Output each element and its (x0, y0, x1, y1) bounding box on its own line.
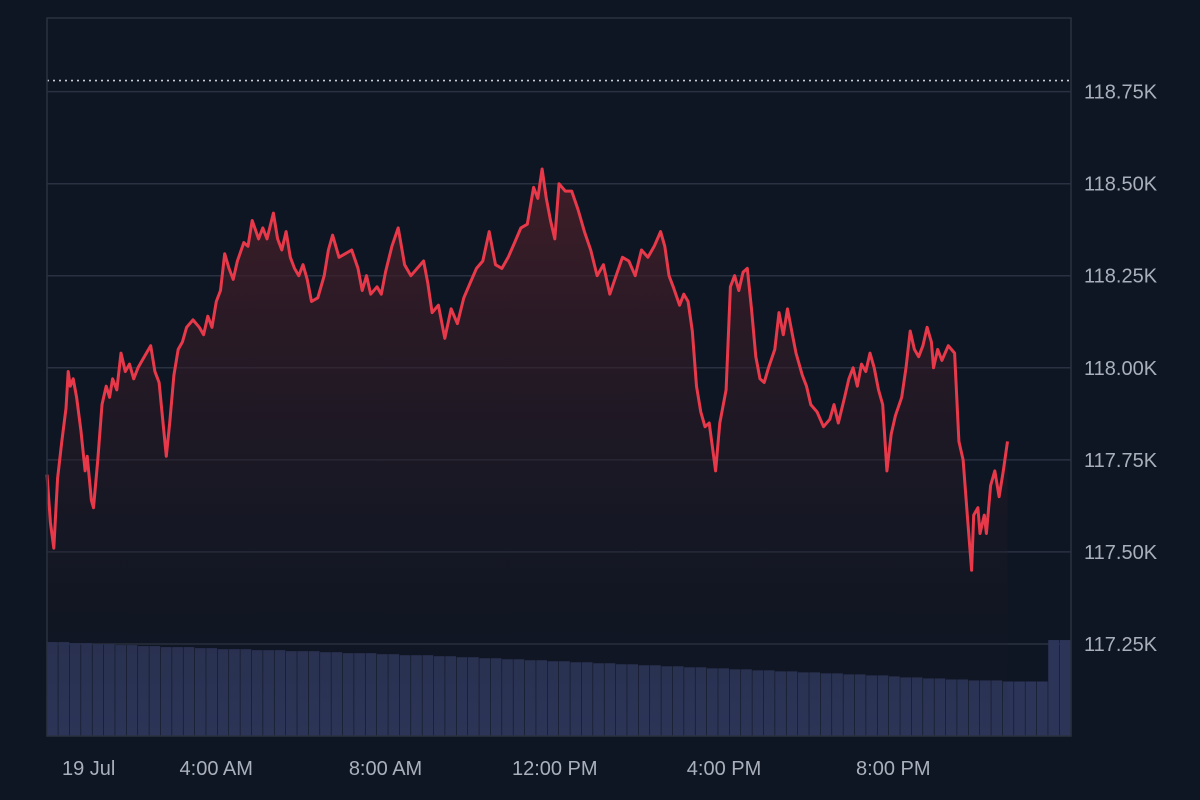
y-tick-label: 118.25K (1084, 266, 1158, 288)
y-tick-label: 117.75K (1084, 450, 1158, 472)
y-tick-label: 118.00K (1084, 358, 1158, 380)
x-tick-label: 19 Jul (62, 758, 115, 780)
x-tick-label: 8:00 AM (349, 758, 422, 780)
volume-bar (1014, 681, 1025, 736)
x-axis: 19 Jul 4:00 AM 8:00 AM 12:00 PM 4:00 PM 8:00 … (62, 758, 931, 780)
volume-bar (1048, 640, 1060, 736)
price-area-fill (47, 169, 1008, 736)
y-tick-label: 117.50K (1084, 542, 1158, 564)
x-tick-label: 12:00 PM (512, 758, 598, 780)
volume-bar (1025, 681, 1037, 736)
x-tick-label: 4:00 AM (180, 758, 253, 780)
y-tick-label: 117.25K (1084, 634, 1158, 656)
x-tick-label: 8:00 PM (856, 758, 930, 780)
x-tick-label: 4:00 PM (687, 758, 761, 780)
plot-border (46, 17, 1072, 737)
volume-bar (1002, 681, 1014, 736)
price-line[interactable] (45, 167, 1009, 572)
y-tick-label: 118.50K (1084, 174, 1158, 196)
volume-bar (1059, 640, 1071, 736)
y-tick-label: 118.75K (1084, 82, 1158, 104)
volume-bar (1036, 681, 1048, 736)
y-axis: 117.25K 117.50K 117.75K 118.00K 118.25K 118.5… (1084, 82, 1158, 656)
